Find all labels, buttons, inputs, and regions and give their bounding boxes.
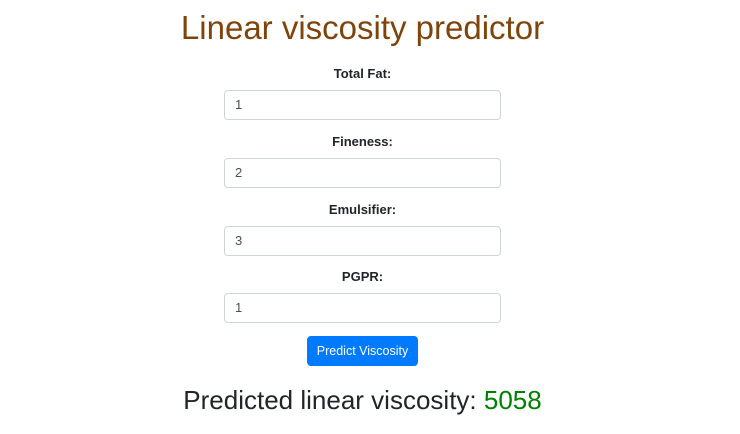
predict-viscosity-button[interactable]: Predict Viscosity xyxy=(307,336,418,366)
page-title: Linear viscosity predictor xyxy=(180,9,545,46)
emulsifier-group: Emulsifier: 3 xyxy=(0,200,725,256)
total-fat-label: Total Fat: xyxy=(333,66,392,81)
total-fat-group: Total Fat: 1 xyxy=(0,64,725,120)
pgpr-label: PGPR: xyxy=(341,269,384,284)
fineness-input[interactable]: 2 xyxy=(224,158,501,188)
fineness-label: Fineness: xyxy=(332,134,393,149)
pgpr-input[interactable]: 1 xyxy=(224,293,501,323)
emulsifier-label: Emulsifier: xyxy=(328,202,397,217)
pgpr-group: PGPR: 1 xyxy=(0,267,725,323)
fineness-group: Fineness: 2 xyxy=(0,132,725,188)
total-fat-input[interactable]: 1 xyxy=(224,90,501,120)
emulsifier-input[interactable]: 3 xyxy=(224,226,501,256)
result-label: Predicted linear viscosity: xyxy=(183,385,484,415)
prediction-result: Predicted linear viscosity: 5058 xyxy=(0,380,725,420)
result-value: 5058 xyxy=(483,385,542,415)
